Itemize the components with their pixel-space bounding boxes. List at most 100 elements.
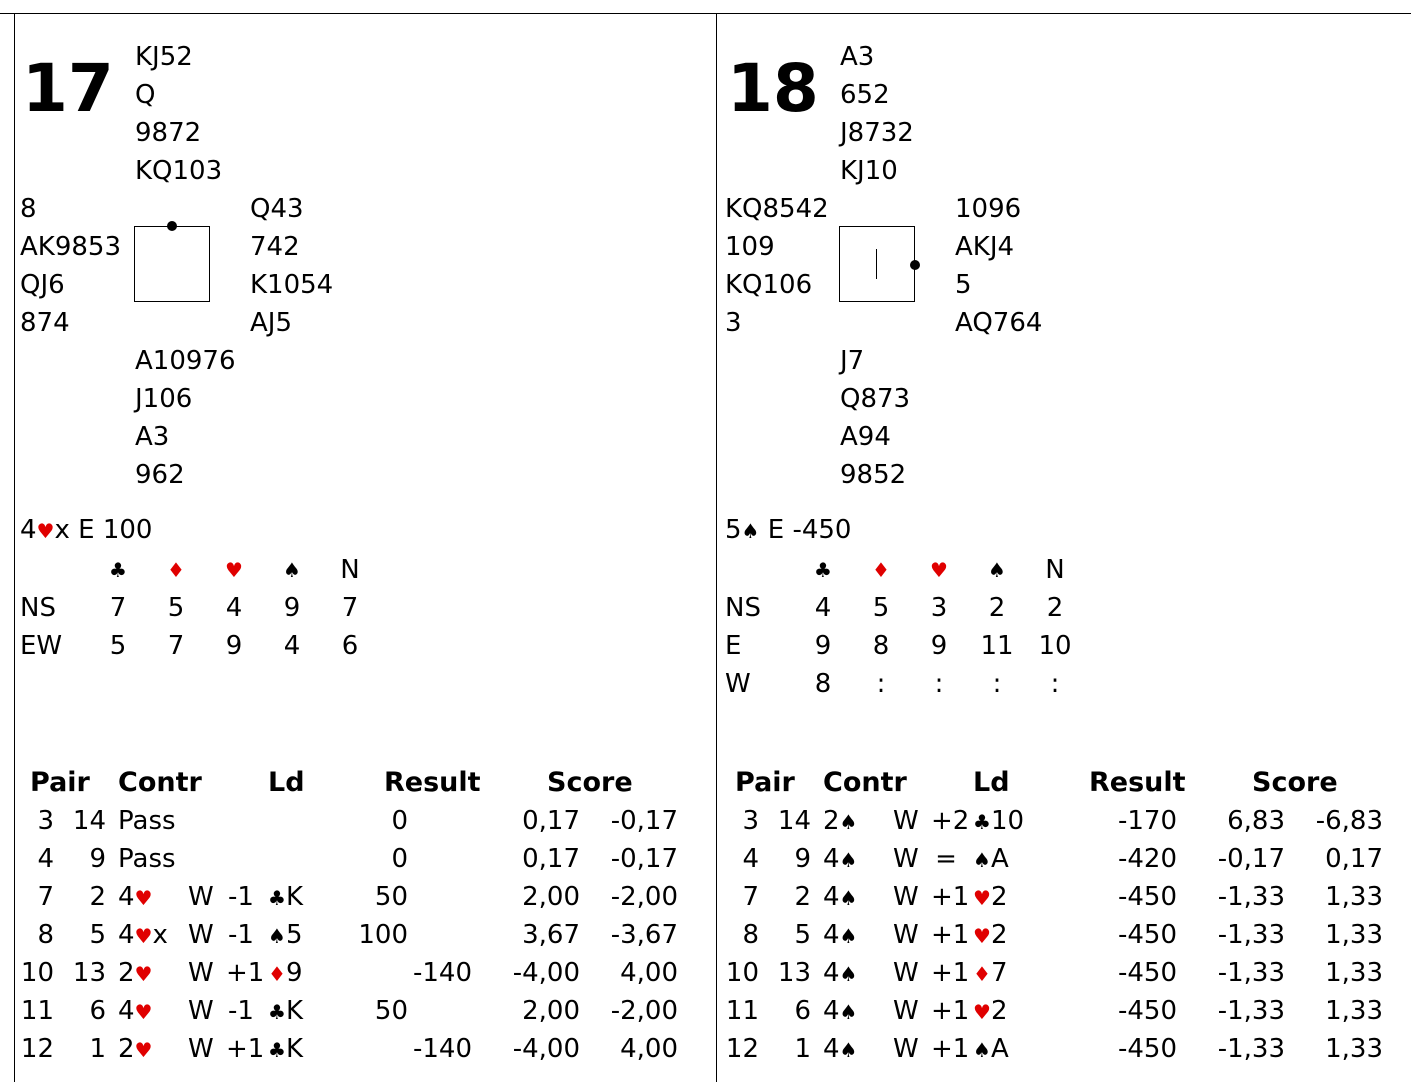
tricks: +1 (226, 958, 265, 988)
result-ns: 50 (374, 882, 408, 912)
contract-level: 4 (823, 996, 840, 1026)
dd-header-0: ♣ (814, 558, 832, 582)
contract: Pass (118, 840, 176, 878)
dealer-dot (167, 221, 177, 231)
dd-value: 9 (225, 631, 243, 661)
score-ns: -1,33 (1217, 920, 1285, 950)
dd-header-0: ♣ (109, 558, 127, 582)
hand-north-suit-2: J8732 (840, 118, 914, 148)
result-ns: 50 (374, 996, 408, 1026)
result-ew: -450 (1117, 1034, 1177, 1064)
table-row: 8 5 4♠ W +1 ♥2 -450 -1,33 1,33 (705, 916, 1410, 954)
dd-value: 9 (814, 631, 832, 661)
header-pair: Pair (30, 767, 90, 798)
hand-west-suit-0: 8 (20, 194, 37, 224)
dd-header-4: N (340, 555, 360, 585)
pair-ew: 14 (72, 806, 106, 836)
contract-level: 4 (118, 920, 135, 950)
lead-suit: ♣ (268, 1000, 286, 1024)
lead-card: 2 (990, 996, 1008, 1026)
score-ns: 2,00 (522, 996, 580, 1026)
declarer: W (893, 806, 919, 836)
declarer: W (188, 882, 214, 912)
result-ns: 100 (358, 920, 408, 950)
hand-south-suit-0: J7 (840, 346, 865, 376)
dd-value: 9 (283, 593, 301, 623)
lead: ♠A (973, 840, 1009, 879)
header-result: Result (1089, 767, 1186, 798)
hand-east-suit-1: 742 (250, 232, 300, 262)
contract: 4♠ (823, 992, 857, 1031)
result-ew: -450 (1117, 958, 1177, 988)
dd-value: 7 (109, 593, 127, 623)
score-ns: 6,83 (1227, 806, 1285, 836)
contract-suit: ♥ (134, 1000, 153, 1024)
dd-value: : (934, 669, 944, 699)
hand-west-suit-1: AK9853 (20, 232, 122, 262)
hand-north-suit-1: Q (135, 80, 156, 110)
hand-north-suit-3: KQ103 (135, 156, 223, 186)
dd-value: 10 (1038, 631, 1072, 661)
hand-east-suit-3: AJ5 (250, 308, 292, 338)
tricks: +1 (226, 1034, 265, 1064)
header-score: Score (1252, 767, 1338, 798)
score-ew: -6,83 (1315, 806, 1383, 836)
pair-ew: 6 (794, 996, 811, 1026)
contract-suit: ♥ (134, 886, 153, 910)
header-contract: Contr (118, 767, 202, 798)
hand-east: 1096 AKJ4 5 AQ764 (955, 190, 1042, 342)
score-ns: -4,00 (512, 1034, 580, 1064)
score-ew: 1,33 (1325, 958, 1383, 988)
lead-suit: ♥ (973, 1000, 991, 1024)
contract: 4♠ (823, 954, 857, 993)
table-row: 3 14 2♠ W +2 ♣10 -170 6,83 -6,83 (705, 802, 1410, 840)
hand-east-suit-0: 1096 (955, 194, 1022, 224)
header-score: Score (547, 767, 633, 798)
par-suffix: E -450 (759, 515, 852, 545)
dd-header-1: ♦ (872, 558, 890, 582)
hand-east-suit-3: AQ764 (955, 308, 1043, 338)
tricks: -1 (228, 920, 254, 950)
hand-west-suit-2: KQ106 (725, 270, 813, 300)
header-lead: Ld (973, 767, 1010, 798)
board-number: 17 (22, 50, 114, 127)
declarer: W (893, 844, 919, 874)
hand-west: 8 AK9853 QJ6 874 (20, 190, 121, 342)
contract: 4♠ (823, 916, 857, 955)
dealer-dot (910, 260, 920, 270)
dd-value: 2 (988, 593, 1006, 623)
result-ew: -450 (1117, 996, 1177, 1026)
lead-suit: ♠ (268, 924, 286, 948)
contract-suit: ♠ (839, 962, 858, 986)
contract-level: 2 (823, 806, 840, 836)
result-ns: 0 (391, 844, 408, 874)
score-ns: 0,17 (522, 806, 580, 836)
table-row: 10 13 2♥ W +1 ♦9 -140 -4,00 4,00 (0, 954, 705, 992)
contract-level: Pass (118, 806, 176, 836)
lead: ♦7 (973, 954, 1007, 993)
declarer: W (188, 996, 214, 1026)
declarer: W (893, 958, 919, 988)
tricks: +1 (931, 996, 970, 1026)
dd-value: 5 (109, 631, 127, 661)
pair-ns: 7 (742, 882, 759, 912)
tricks: -1 (228, 996, 254, 1026)
score-ns: -0,17 (1217, 844, 1285, 874)
lead: ♣K (268, 992, 303, 1031)
dd-value: 7 (341, 593, 359, 623)
board-panel-18: 18 A3 652 J8732 KJ10 KQ8542 109 KQ106 3 1096 AKJ4 5… (705, 14, 1410, 1082)
lead-suit: ♦ (973, 962, 991, 986)
dd-value: 6 (341, 631, 359, 661)
lead: ♣K (268, 1030, 303, 1069)
result-ew: -170 (1117, 806, 1177, 836)
pair-ns: 12 (20, 1034, 54, 1064)
pair-ew: 13 (72, 958, 106, 988)
score-ns: -1,33 (1217, 958, 1285, 988)
lead: ♦9 (268, 954, 302, 993)
hand-north-suit-1: 652 (840, 80, 890, 110)
contract-suit: ♠ (839, 1038, 858, 1062)
pair-ns: 10 (725, 958, 759, 988)
dd-header-1: ♦ (167, 558, 185, 582)
contract-suit: ♥ (134, 1038, 153, 1062)
lead-card: 9 (285, 958, 303, 988)
